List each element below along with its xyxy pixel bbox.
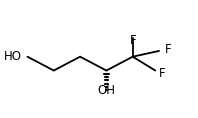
Text: F: F: [159, 67, 166, 80]
Text: F: F: [165, 43, 171, 56]
Text: HO: HO: [4, 50, 22, 63]
Text: F: F: [129, 34, 136, 47]
Text: OH: OH: [97, 84, 115, 97]
